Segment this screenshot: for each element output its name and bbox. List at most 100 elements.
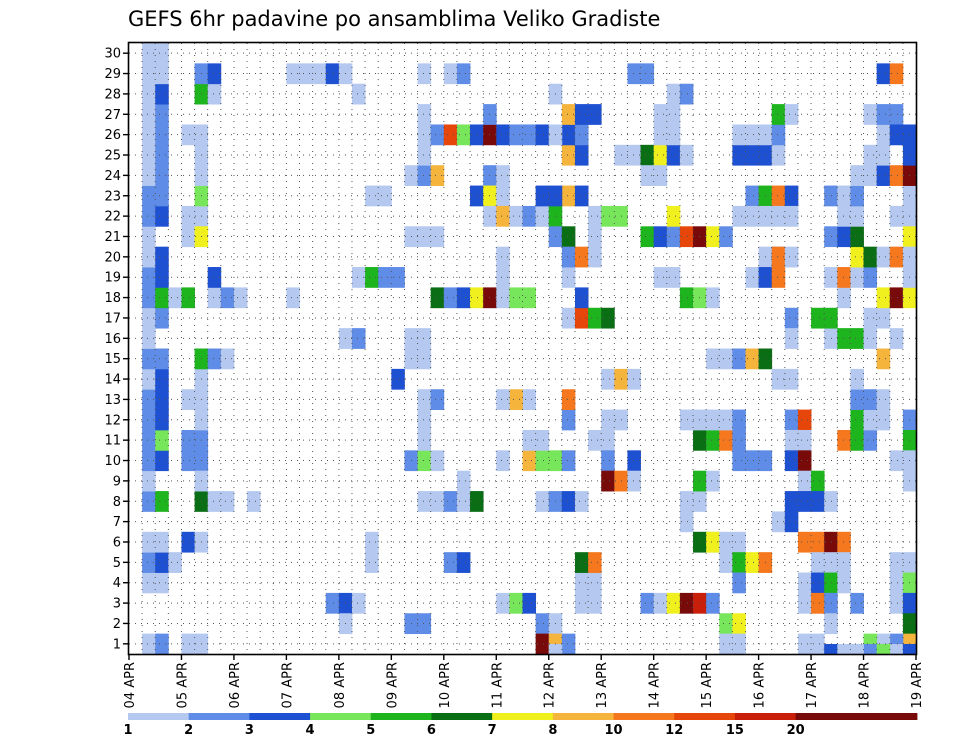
heatmap-cell bbox=[574, 185, 589, 207]
heatmap-cell bbox=[155, 63, 169, 85]
legend-swatch bbox=[795, 713, 857, 720]
heatmap-cell bbox=[456, 287, 471, 309]
heatmap-cell bbox=[771, 511, 786, 533]
heatmap-cell bbox=[548, 644, 563, 655]
heatmap-cell bbox=[889, 592, 904, 614]
heatmap-cell bbox=[719, 409, 733, 431]
heatmap-cell bbox=[876, 307, 891, 329]
heatmap-cell bbox=[365, 552, 379, 573]
heatmap-cell bbox=[811, 470, 825, 492]
heatmap-cell bbox=[732, 144, 746, 166]
heatmap-cell bbox=[876, 389, 891, 410]
heatmap-cell bbox=[207, 63, 222, 85]
heatmap-cell bbox=[247, 491, 261, 512]
heatmap-cell bbox=[142, 572, 156, 594]
heatmap-cell bbox=[837, 267, 851, 288]
heatmap-cell bbox=[351, 592, 366, 614]
heatmap-cell bbox=[863, 165, 878, 186]
y-tick-label: 5 bbox=[113, 556, 121, 571]
heatmap-cell bbox=[456, 63, 471, 85]
heatmap-cell bbox=[811, 644, 825, 655]
heatmap-cell bbox=[784, 511, 799, 533]
y-tick-label: 16 bbox=[104, 332, 121, 347]
heatmap-cell bbox=[535, 491, 550, 512]
y-tick-label: 23 bbox=[104, 189, 121, 204]
heatmap-cell bbox=[417, 409, 432, 431]
heatmap-cell bbox=[417, 104, 432, 125]
heatmap-cell bbox=[430, 491, 445, 512]
heatmap-cell bbox=[771, 368, 786, 390]
heatmap-cell bbox=[155, 552, 169, 573]
heatmap-cell bbox=[863, 307, 878, 329]
heatmap-cell bbox=[155, 43, 169, 64]
heatmap-cell bbox=[155, 572, 169, 594]
heatmap-cell bbox=[850, 429, 864, 451]
heatmap-cell bbox=[863, 246, 878, 268]
heatmap-cell bbox=[771, 185, 786, 207]
heatmap-cell bbox=[797, 491, 812, 512]
heatmap-cell bbox=[430, 287, 445, 309]
x-tick-label: 17 APR bbox=[805, 662, 820, 708]
heatmap-cell bbox=[325, 592, 340, 614]
heatmap-cell bbox=[207, 267, 222, 288]
y-tick-label: 15 bbox=[104, 352, 121, 367]
y-tick-label: 2 bbox=[113, 617, 121, 632]
heatmap-cell bbox=[142, 368, 156, 390]
heatmap-cell bbox=[365, 531, 379, 553]
heatmap-cell bbox=[286, 287, 300, 309]
heatmap-cell bbox=[142, 43, 156, 64]
y-tick-label: 20 bbox=[104, 250, 121, 265]
heatmap-cell bbox=[430, 450, 445, 472]
heatmap-cell bbox=[889, 124, 904, 146]
heatmap-cell bbox=[417, 144, 432, 166]
heatmap-cell bbox=[496, 267, 510, 288]
heatmap-cell bbox=[155, 368, 169, 390]
y-tick-label: 11 bbox=[104, 434, 121, 449]
heatmap-cell bbox=[496, 185, 510, 207]
heatmap-cell bbox=[837, 185, 851, 207]
heatmap-cell bbox=[142, 429, 156, 451]
heatmap-cell bbox=[561, 124, 576, 146]
heatmap-cell bbox=[142, 491, 156, 512]
legend-swatch bbox=[856, 713, 918, 720]
heatmap-cell bbox=[181, 450, 195, 472]
heatmap-cell bbox=[653, 226, 668, 248]
heatmap-cell bbox=[811, 491, 825, 512]
heatmap-cell bbox=[627, 63, 641, 85]
heatmap-cell bbox=[601, 429, 615, 451]
heatmap-cell bbox=[417, 450, 432, 472]
heatmap-cell bbox=[142, 246, 156, 268]
heatmap-cell bbox=[745, 185, 759, 207]
legend-label: 7 bbox=[488, 723, 497, 738]
y-tick-label: 17 bbox=[104, 311, 121, 326]
heatmap-cell bbox=[640, 592, 655, 614]
heatmap-cell bbox=[351, 328, 366, 349]
y-tick-label: 6 bbox=[113, 535, 121, 550]
heatmap-cell bbox=[286, 63, 300, 85]
heatmap-cell bbox=[509, 389, 523, 410]
legend-label: 2 bbox=[184, 723, 193, 738]
heatmap-cell bbox=[837, 572, 851, 594]
heatmap-cell bbox=[181, 226, 195, 248]
heatmap-cell bbox=[155, 104, 169, 125]
legend-label: 5 bbox=[366, 723, 375, 738]
heatmap-cell bbox=[155, 185, 169, 207]
x-tick-label: 11 APR bbox=[490, 662, 505, 708]
y-tick-label: 13 bbox=[104, 393, 121, 408]
heatmap-cell bbox=[155, 307, 169, 329]
heatmap-cell bbox=[155, 165, 169, 186]
heatmap-cell bbox=[181, 124, 195, 146]
heatmap-cell bbox=[535, 450, 550, 472]
heatmap-cell bbox=[378, 267, 392, 288]
heatmap-cell bbox=[745, 450, 759, 472]
heatmap-cell bbox=[299, 63, 314, 85]
heatmap-cell bbox=[155, 450, 169, 472]
heatmap-cell bbox=[653, 144, 668, 166]
heatmap-cell bbox=[732, 552, 746, 573]
heatmap-cell bbox=[850, 644, 864, 655]
legend-swatch bbox=[249, 713, 311, 720]
heatmap-cell bbox=[784, 307, 799, 329]
heatmap-cell bbox=[837, 531, 851, 553]
heatmap-cell bbox=[824, 226, 838, 248]
heatmap-cell bbox=[470, 491, 484, 512]
